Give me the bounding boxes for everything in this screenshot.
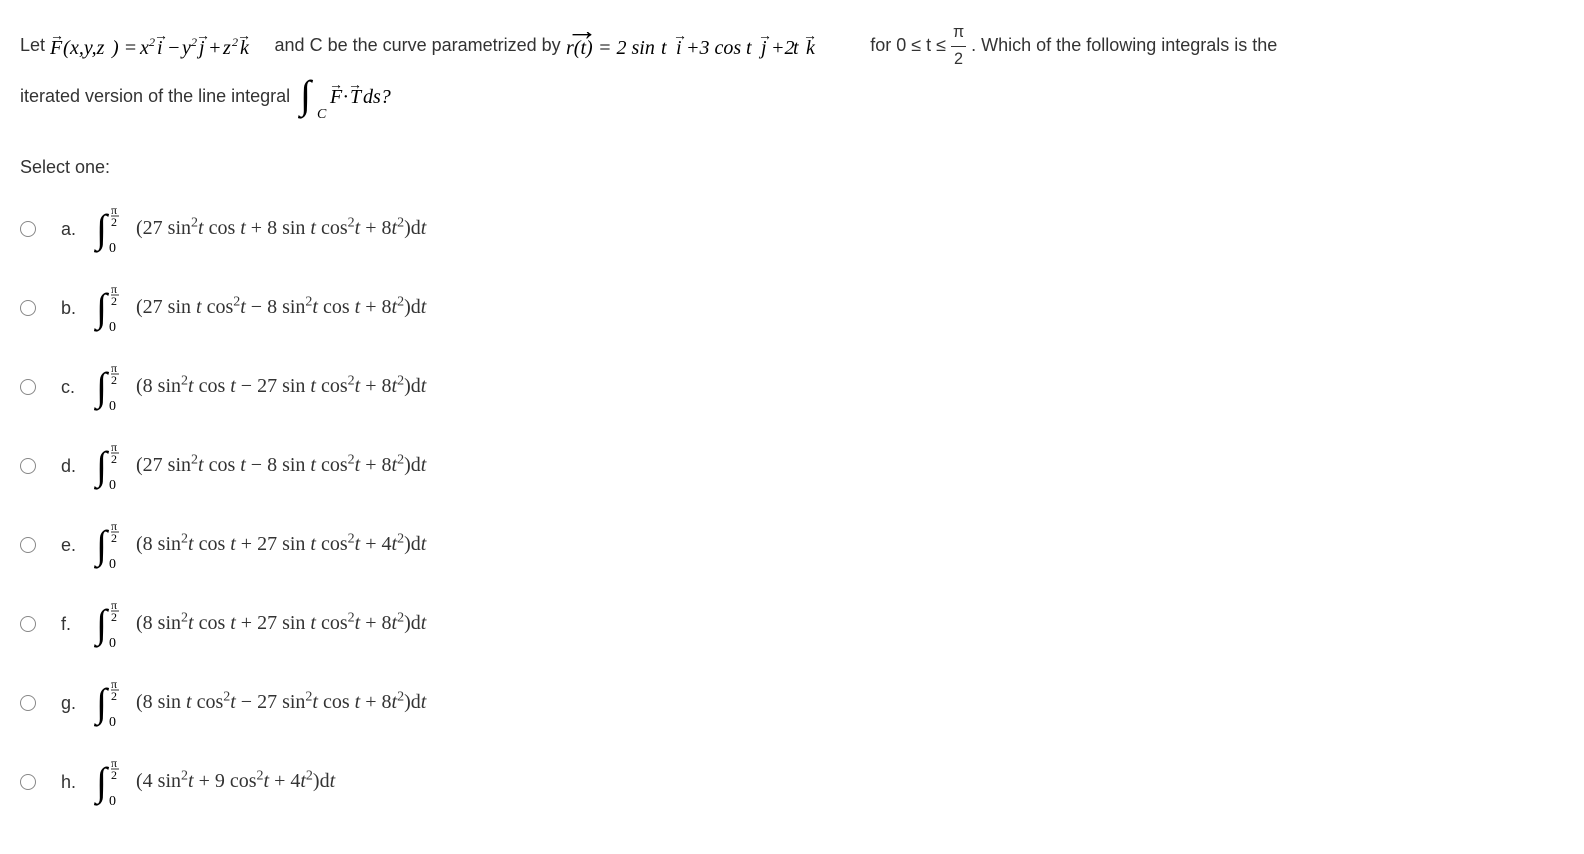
svg-text:→: → xyxy=(803,32,817,44)
question-part1: Let xyxy=(20,35,50,55)
svg-text:0: 0 xyxy=(109,715,116,730)
svg-text:2: 2 xyxy=(111,610,117,624)
svg-text:t: t xyxy=(746,37,752,59)
option-integral: ∫ π 2 0 (27 sin2t cos t − 8 sin t cos2t … xyxy=(91,439,426,494)
svg-text:→: → xyxy=(237,32,251,44)
svg-text:→: → xyxy=(50,32,64,44)
options-container: a. ∫ π 2 0 (27 sin2t cos t + 8 sin t cos… xyxy=(20,202,1564,834)
svg-text:2: 2 xyxy=(111,689,117,703)
svg-text:∫: ∫ xyxy=(93,364,110,411)
radio-button[interactable] xyxy=(20,774,36,790)
svg-text:∫: ∫ xyxy=(93,206,110,253)
svg-text:2: 2 xyxy=(111,215,117,229)
option-row[interactable]: b. ∫ π 2 0 (27 sin t cos2t − 8 sin2t cos… xyxy=(20,281,1564,336)
field-expression: F → ( x,y,z ) = x 2 i → − y 2 j → + z 2 … xyxy=(50,35,275,55)
radio-button[interactable] xyxy=(20,695,36,711)
option-integral: ∫ π 2 0 (8 sin2t cos t − 27 sin t cos2t … xyxy=(91,360,426,415)
svg-text:∫: ∫ xyxy=(93,285,110,332)
question-part2: and C be the curve parametrized by xyxy=(275,35,566,55)
option-label: f. xyxy=(61,610,81,639)
option-integral: ∫ π 2 0 (8 sin2t cos t + 27 sin t cos2t … xyxy=(91,518,426,573)
svg-text:2: 2 xyxy=(111,373,117,387)
bound-fraction: π 2 xyxy=(951,20,966,73)
svg-text:→: → xyxy=(566,32,598,47)
svg-text:ds?: ds? xyxy=(363,86,391,108)
svg-text:t: t xyxy=(661,37,667,59)
option-label: h. xyxy=(61,768,81,797)
svg-text:x: x xyxy=(139,37,149,59)
question-part5: iterated version of the line integral xyxy=(20,86,295,106)
option-label: g. xyxy=(61,689,81,718)
svg-text:0: 0 xyxy=(109,399,116,414)
svg-text:t: t xyxy=(793,37,799,59)
svg-text:= 2 sin: = 2 sin xyxy=(598,37,655,59)
svg-text:0: 0 xyxy=(109,241,116,256)
svg-text:2: 2 xyxy=(111,768,117,782)
svg-text:→: → xyxy=(329,78,343,93)
option-integral: ∫ π 2 0 (4 sin2t + 9 cos2t + 4t2)dt xyxy=(91,755,335,810)
svg-text:0: 0 xyxy=(109,557,116,572)
svg-text:+: + xyxy=(208,37,222,59)
option-row[interactable]: d. ∫ π 2 0 (27 sin2t cos t − 8 sin t cos… xyxy=(20,439,1564,494)
option-row[interactable]: c. ∫ π 2 0 (8 sin2t cos t − 27 sin t cos… xyxy=(20,360,1564,415)
option-integral: ∫ π 2 0 (8 sin2t cos t + 27 sin t cos2t … xyxy=(91,597,426,652)
option-label: a. xyxy=(61,215,81,244)
option-row[interactable]: h. ∫ π 2 0 (4 sin2t + 9 cos2t + 4t2)dt xyxy=(20,755,1564,810)
svg-text:) =: ) = xyxy=(111,37,137,59)
svg-text:0: 0 xyxy=(109,794,116,809)
option-label: e. xyxy=(61,531,81,560)
svg-text:0: 0 xyxy=(109,636,116,651)
svg-text:∫: ∫ xyxy=(93,680,110,727)
line-integral-expression: ∫ C F → · T → ds? xyxy=(295,86,395,106)
svg-text:∫: ∫ xyxy=(93,601,110,648)
option-row[interactable]: a. ∫ π 2 0 (27 sin2t cos t + 8 sin t cos… xyxy=(20,202,1564,257)
svg-text:∫: ∫ xyxy=(297,73,314,119)
option-integral: ∫ π 2 0 (27 sin t cos2t − 8 sin2t cos t … xyxy=(91,281,426,336)
radio-button[interactable] xyxy=(20,300,36,316)
option-row[interactable]: f. ∫ π 2 0 (8 sin2t cos t + 27 sin t cos… xyxy=(20,597,1564,652)
svg-text:+2: +2 xyxy=(771,37,795,59)
svg-text:0: 0 xyxy=(109,478,116,493)
option-row[interactable]: g. ∫ π 2 0 (8 sin t cos2t − 27 sin2t cos… xyxy=(20,676,1564,731)
radio-button[interactable] xyxy=(20,616,36,632)
svg-text:2: 2 xyxy=(111,294,117,308)
svg-text:+3 cos: +3 cos xyxy=(686,37,741,59)
question-part4: . Which of the following integrals is th… xyxy=(971,35,1277,55)
svg-text:−: − xyxy=(167,37,181,59)
svg-text:→: → xyxy=(758,32,772,44)
option-row[interactable]: e. ∫ π 2 0 (8 sin2t cos t + 27 sin t cos… xyxy=(20,518,1564,573)
radio-button[interactable] xyxy=(20,458,36,474)
svg-text:0: 0 xyxy=(109,320,116,335)
curve-expression: r(t) → = 2 sin t i → +3 cos t j → +2 t k… xyxy=(566,35,871,55)
radio-button[interactable] xyxy=(20,537,36,553)
option-label: b. xyxy=(61,294,81,323)
question-part3: for 0 ≤ t ≤ xyxy=(870,35,951,55)
svg-text:∫: ∫ xyxy=(93,443,110,490)
radio-button[interactable] xyxy=(20,221,36,237)
svg-text:C: C xyxy=(317,107,327,122)
option-integral: ∫ π 2 0 (8 sin t cos2t − 27 sin2t cos t … xyxy=(91,676,426,731)
svg-text:→: → xyxy=(348,78,362,93)
option-label: c. xyxy=(61,373,81,402)
svg-text:2: 2 xyxy=(111,531,117,545)
svg-text:→: → xyxy=(673,32,687,44)
radio-button[interactable] xyxy=(20,379,36,395)
svg-text:∫: ∫ xyxy=(93,522,110,569)
svg-text:→: → xyxy=(154,32,168,44)
question-text: Let F → ( x,y,z ) = x 2 i → − y 2 j → + … xyxy=(20,20,1564,123)
svg-text:z: z xyxy=(222,37,231,59)
option-integral: ∫ π 2 0 (27 sin2t cos t + 8 sin t cos2t … xyxy=(91,202,426,257)
option-label: d. xyxy=(61,452,81,481)
svg-text:x,y,z: x,y,z xyxy=(69,37,105,59)
svg-text:∫: ∫ xyxy=(93,759,110,806)
svg-text:y: y xyxy=(180,37,191,59)
svg-text:2: 2 xyxy=(111,452,117,466)
select-one-label: Select one: xyxy=(20,153,1564,182)
